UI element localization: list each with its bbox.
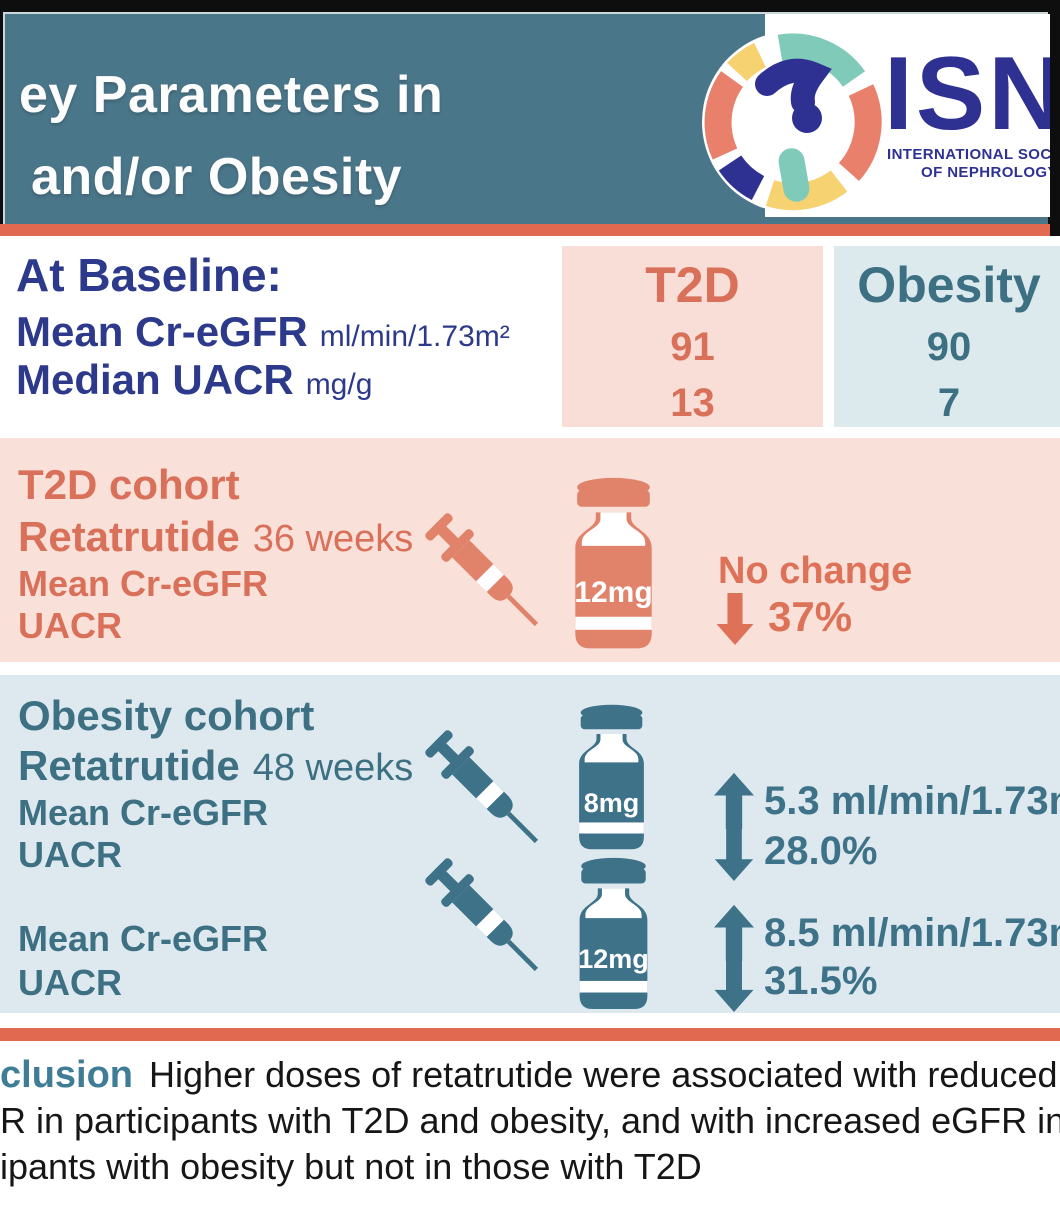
t2d-cohort-drug-row: Retatrutide 36 weeks (18, 513, 414, 560)
obesity-uacr-value: 7 (937, 381, 961, 425)
footer-divider-bar (0, 1028, 1060, 1041)
conclusion-line1: clusion Higher doses of retatrutide were… (0, 1053, 1058, 1099)
t2d-uacr-result: 37% (768, 593, 853, 640)
vial-12mg: 12mg (566, 477, 661, 654)
t2d-drug-name: Retatrutide (18, 513, 240, 560)
isn-kidney-logo-icon (702, 31, 884, 213)
header-divider-bar (0, 224, 1050, 236)
conclusion-line3: ipants with obesity but not in those wit… (0, 1146, 702, 1187)
vial-dose-label: 12mg (578, 944, 649, 975)
down-arrow-icon (714, 593, 756, 645)
obesity-cohort-drug-row: Retatrutide 48 weeks (18, 742, 414, 789)
down-arrow-icon (714, 957, 754, 1012)
obesity-column-header: Obesity (857, 257, 1041, 313)
syringe-icon (414, 719, 570, 875)
obesity-drug-duration: 48 weeks (252, 747, 414, 789)
baseline-column-obesity: Obesity 90 7 (834, 246, 1060, 427)
baseline-section: At Baseline: Mean Cr-eGFR ml/min/1.73m² … (0, 236, 1060, 438)
down-arrow-icon (714, 827, 754, 881)
vial-dose-label: 8mg (583, 788, 640, 819)
header-banner: ey Parameters in and/or Obesity ISN INTE… (0, 0, 1060, 236)
conclusion-line2: R in participants with T2D and obesity, … (0, 1100, 1060, 1141)
baseline-uacr-unit: mg/g (305, 368, 373, 401)
page-title-line1: ey Parameters in (19, 66, 444, 124)
t2d-column-header: T2D (645, 257, 740, 313)
obesity-param-uacr-2: UACR (18, 962, 122, 1003)
vial-8mg: 8mg (572, 700, 651, 858)
baseline-uacr-label: Median UACR (16, 356, 294, 403)
up-arrow-icon (714, 903, 754, 963)
syringe-icon (414, 847, 570, 1003)
conclusion-section: clusion Higher doses of retatrutide were… (0, 1041, 1060, 1224)
vial-icon (572, 700, 651, 858)
obesity-drug-name: Retatrutide (18, 742, 240, 789)
t2d-param-uacr: UACR (18, 605, 122, 646)
obesity-param-egfr-2: Mean Cr-eGFR (18, 918, 269, 959)
vial-dose-label: 12mg (574, 575, 653, 609)
t2d-drug-duration: 36 weeks (252, 518, 414, 560)
baseline-heading: At Baseline: (16, 249, 282, 301)
vial-12mg: 12mg (572, 857, 655, 1014)
conclusion-heading: clusion (0, 1054, 134, 1096)
isn-acronym: ISN (884, 36, 1060, 152)
t2d-uacr-value: 13 (670, 381, 715, 425)
vial-icon (566, 477, 661, 654)
baseline-row-egfr: Mean Cr-eGFR ml/min/1.73m² (16, 308, 510, 356)
obesity-param-uacr-1: UACR (18, 834, 122, 875)
obesity-param-egfr-1: Mean Cr-eGFR (18, 792, 269, 833)
baseline-column-t2d: T2D 91 13 (562, 246, 823, 427)
t2d-cohort-section: T2D cohort Retatrutide 36 weeks Mean Cr-… (0, 438, 1060, 662)
screen-edge-strip (1050, 0, 1060, 236)
isn-org-line2: OF NEPHROLOGY (921, 164, 1058, 181)
obesity-cohort-section: Obesity cohort Retatrutide 48 weeks Mean… (0, 675, 1060, 1013)
baseline-egfr-unit: ml/min/1.73m² (319, 320, 510, 353)
obesity-egfr-value: 90 (926, 325, 972, 369)
syringe-icon (414, 502, 570, 658)
obesity-uacr-result-1: 28.0% (764, 829, 878, 873)
t2d-cohort-title: T2D cohort (18, 461, 240, 508)
conclusion-text-1: Higher doses of retatrutide were associa… (149, 1054, 1058, 1095)
obesity-egfr-result-2: 8.5 ml/min/1.73m (764, 911, 1060, 955)
t2d-egfr-result: No change (718, 550, 913, 592)
page-title-line2: and/or Obesity (31, 148, 403, 206)
obesity-cohort-title: Obesity cohort (18, 692, 315, 739)
up-arrow-icon (714, 772, 754, 830)
t2d-egfr-value: 91 (670, 325, 715, 369)
obesity-egfr-result-1: 5.3 ml/min/1.73m (764, 779, 1060, 823)
isn-org-line1: INTERNATIONAL SOCIET (887, 146, 1060, 163)
baseline-row-uacr: Median UACR mg/g (16, 356, 372, 404)
page-title: ey Parameters in and/or Obesity (19, 54, 443, 218)
baseline-egfr-label: Mean Cr-eGFR (16, 308, 308, 355)
vial-icon (572, 857, 655, 1014)
t2d-param-egfr: Mean Cr-eGFR (18, 563, 269, 604)
obesity-uacr-result-2: 31.5% (764, 959, 878, 1003)
